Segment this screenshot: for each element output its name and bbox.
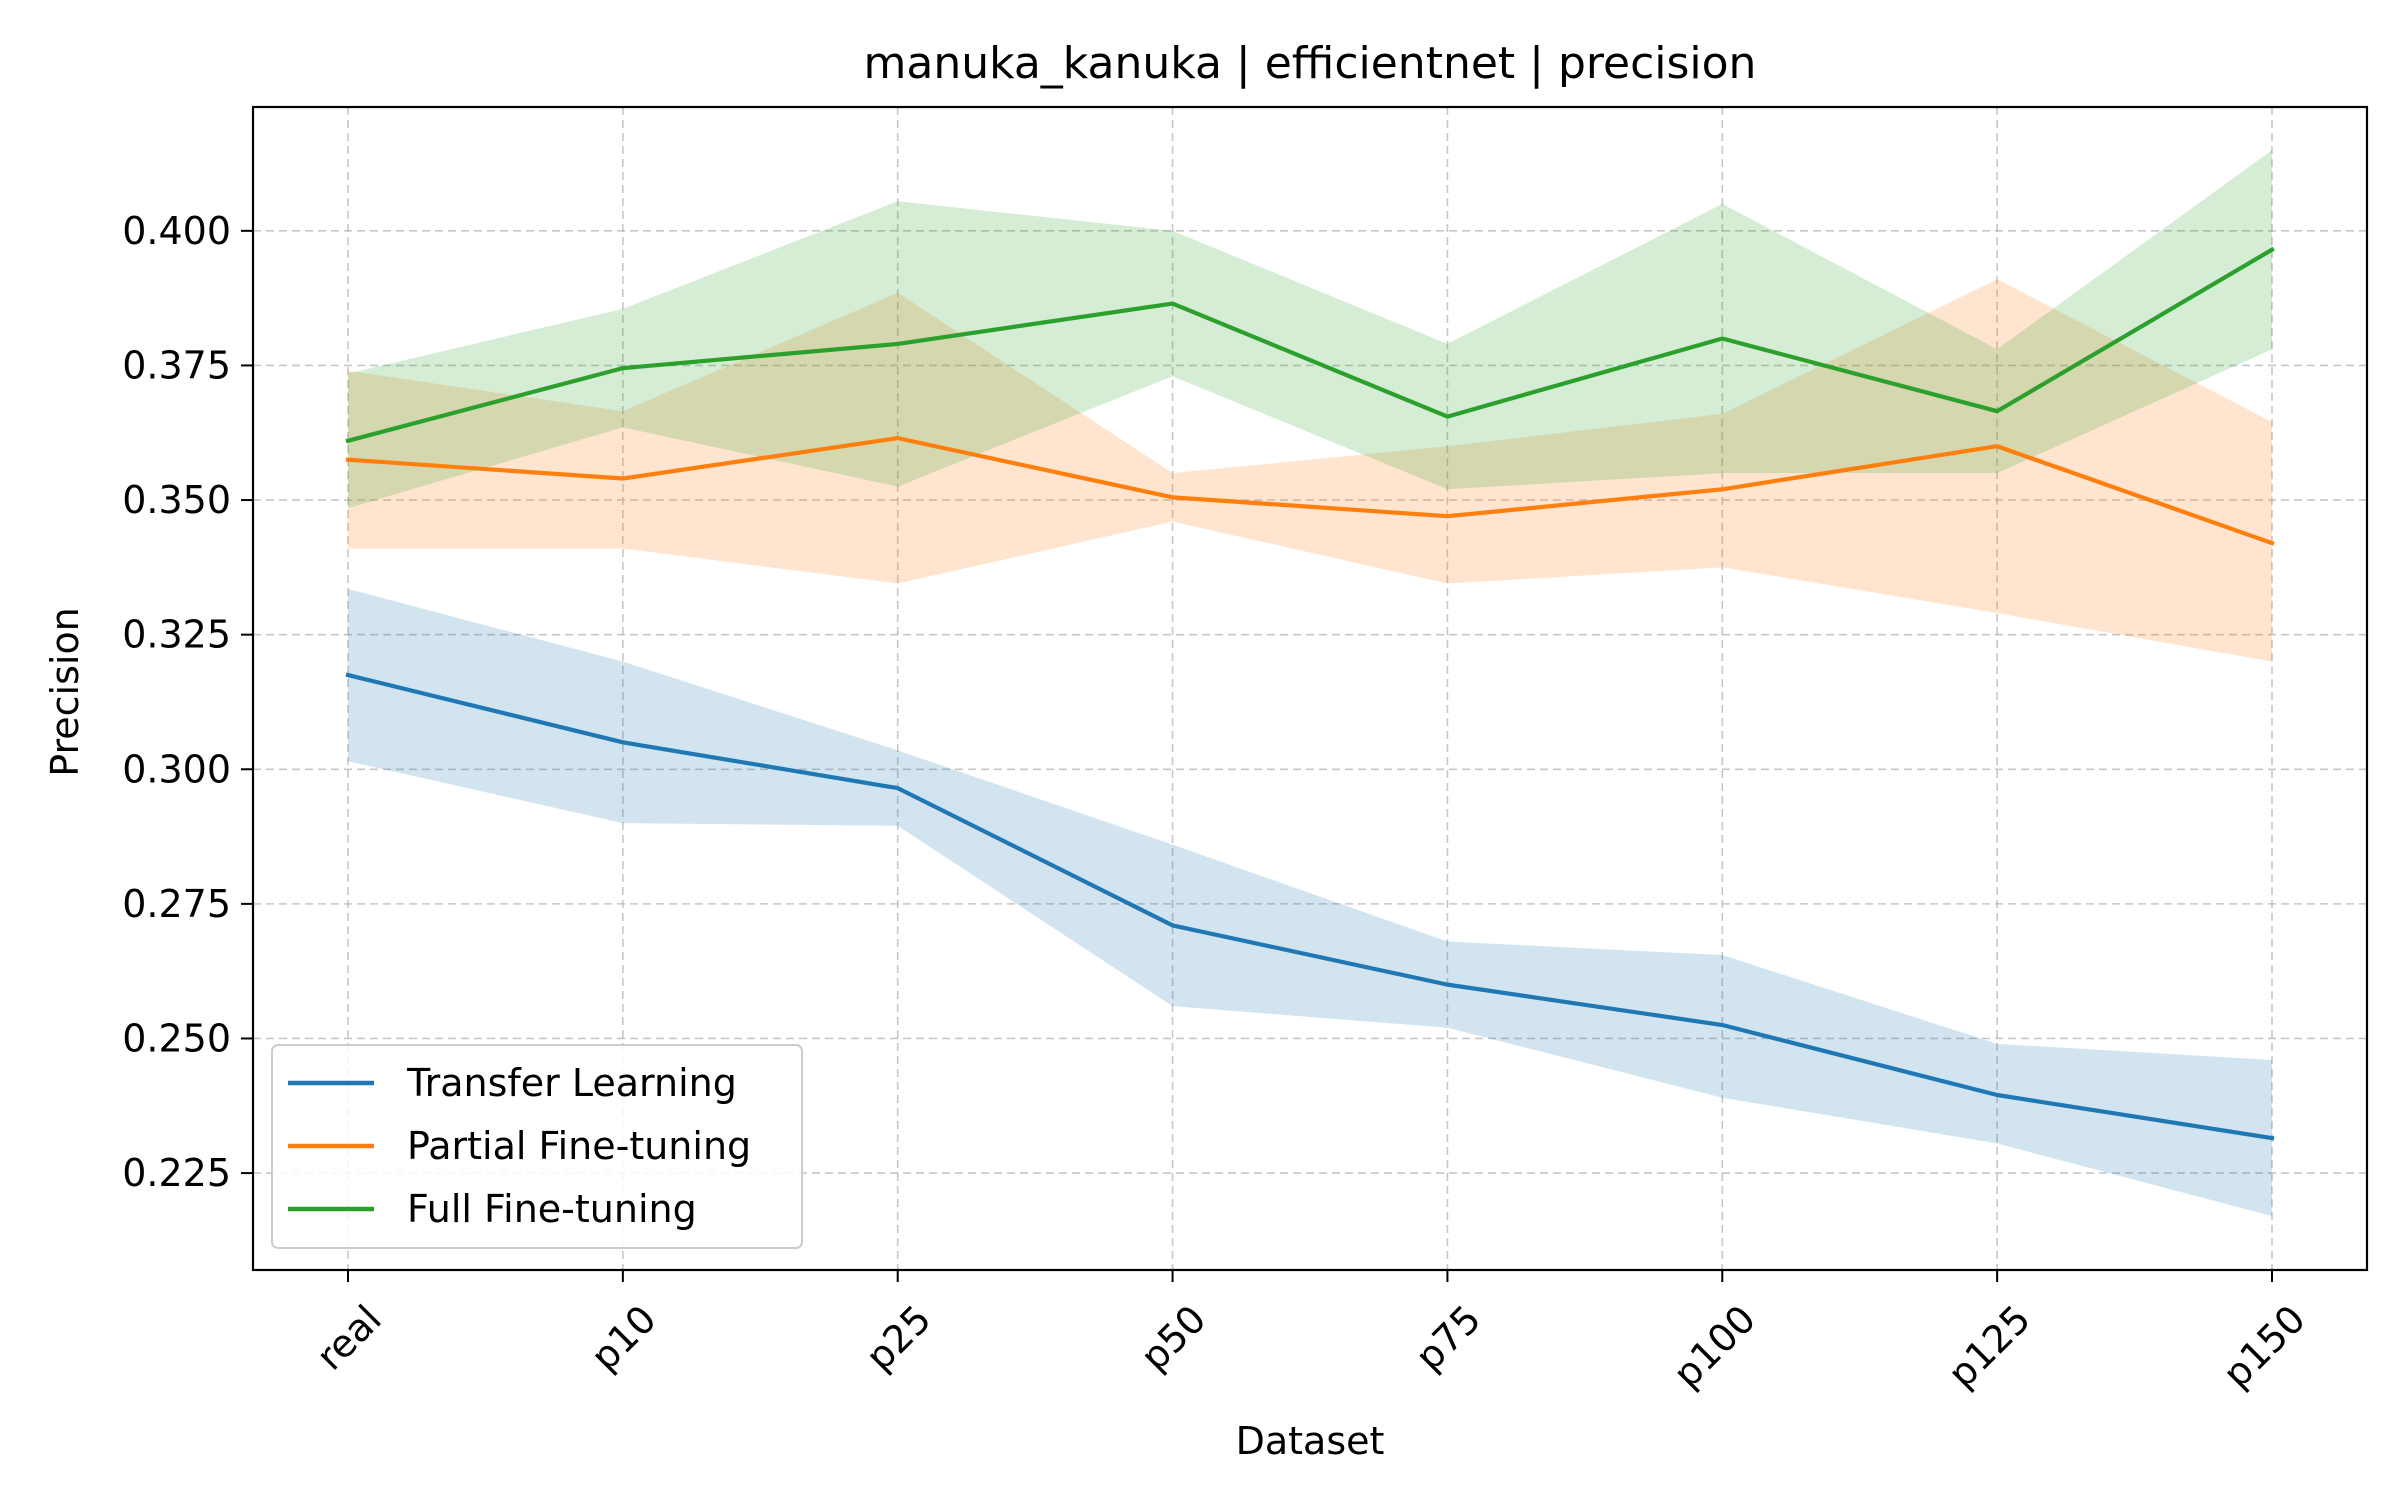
series-lines [345,246,2275,1141]
y-axis-label: Precision [43,607,87,777]
y-tick-label: 0.375 [122,343,231,387]
y-tick-label: 0.350 [122,478,231,522]
confidence-band [348,588,2272,1217]
plot-frame [251,105,2369,1272]
legend-label: Transfer Learning [406,1061,737,1105]
legend-label: Full Fine-tuning [407,1187,697,1231]
y-tick-label: 0.225 [122,1151,231,1195]
legend: Transfer Learning Partial Fine-tuning Full… [271,1044,803,1249]
y-tick-label: 0.300 [122,747,231,791]
y-tick-label: 0.400 [122,209,231,253]
confidence-bands [348,150,2272,1217]
y-tick-label: 0.275 [122,882,231,926]
chart-title: manuka_kanuka | efficientnet | precision [864,38,1757,89]
series-line [345,672,2275,1141]
legend-box [271,1044,803,1249]
confidence-band [348,150,2272,509]
confidence-band [348,279,2272,662]
legend-label: Partial Fine-tuning [407,1124,751,1168]
y-tick-label: 0.325 [122,613,231,657]
x-axis-label: Dataset [1236,1419,1385,1463]
series-line [345,436,2275,546]
y-tick-label: 0.250 [122,1016,231,1060]
series-line [345,246,2275,444]
